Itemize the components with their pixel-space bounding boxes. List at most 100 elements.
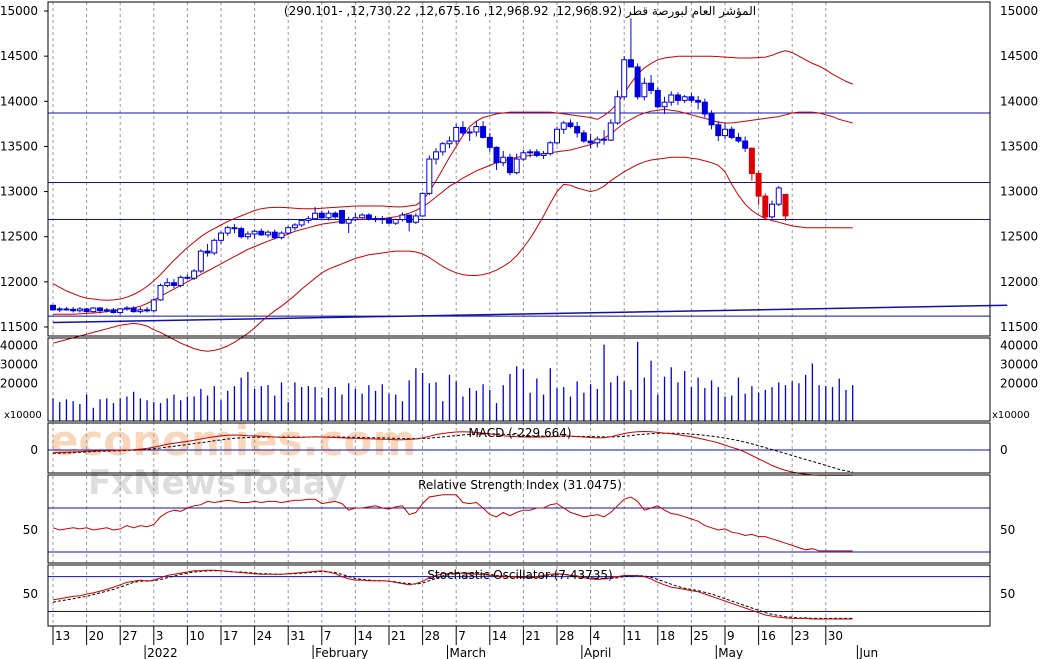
rsi-tick-label-left: 50 (23, 523, 38, 537)
candle-body (580, 132, 587, 142)
candle-body (365, 214, 372, 220)
x-tick-label: 28 (425, 629, 440, 643)
month-label: February (315, 646, 368, 659)
indicator-lines (48, 430, 990, 620)
price-title: المؤشر العام لبورصة قطر (12,968.92, 12,9… (284, 4, 756, 19)
candle-body (634, 66, 641, 98)
panel-frame-macd (47, 422, 991, 474)
candle-body (574, 126, 581, 134)
x-tick-label: 20 (89, 629, 104, 643)
candle-body (701, 101, 708, 115)
candle-body (318, 212, 325, 219)
macd-tick-label-right: 0 (1000, 443, 1008, 457)
candles (50, 18, 789, 315)
candle-body (204, 250, 211, 254)
watermark-line-2: FxNewsToday (88, 463, 347, 503)
candle-body (83, 308, 90, 313)
candle-body (722, 128, 728, 137)
candle-body (211, 239, 218, 254)
candle-body (621, 59, 628, 98)
x-tick-label: 14 (357, 629, 372, 643)
grid-lines (52, 2, 827, 626)
x-tick-label: 13 (55, 629, 70, 643)
horizontal-lines (48, 112, 1008, 324)
candle-body (506, 156, 513, 174)
x-tick-label: 21 (525, 629, 540, 643)
candle-body (258, 230, 265, 236)
volume-tick-label-right: 40000 (1000, 339, 1038, 353)
x-tick-label: 11 (626, 629, 641, 643)
volume-tick-label-left: 40000 (0, 339, 38, 353)
candle-body (533, 151, 540, 156)
candle-body (291, 224, 298, 229)
candle-body (238, 228, 245, 238)
candle-body (164, 282, 171, 286)
candle-body (439, 143, 446, 153)
candle-body (359, 214, 366, 219)
candle-body (231, 227, 238, 230)
price-tick-label-left: 12500 (0, 230, 38, 244)
volume-scale-label-left: x10000 (4, 410, 42, 421)
x-tick-label: 21 (391, 629, 406, 643)
bollinger-middle-band (53, 108, 853, 315)
bollinger-upper-band (52, 50, 853, 301)
candle-body (688, 96, 695, 101)
candle-body (594, 138, 601, 144)
candle-body (137, 309, 144, 313)
candle-body (305, 218, 312, 221)
candle-body (184, 276, 191, 279)
candle-body (453, 126, 460, 142)
candle-body (392, 219, 399, 224)
x-tick-label: 17 (223, 629, 238, 643)
macd-title: MACD (-229.664) (468, 426, 571, 440)
candle-body (681, 96, 688, 101)
candle-body (520, 152, 527, 160)
candle-body (251, 230, 258, 235)
x-tick-label: 4 (593, 629, 601, 643)
candle-body (661, 101, 668, 108)
candle-body (123, 307, 130, 310)
candle-body (70, 308, 77, 312)
candle-body (446, 140, 453, 145)
rsi-title: Relative Strength Index (31.0475) (418, 478, 622, 492)
candle-body (191, 270, 198, 279)
x-tick-label: 27 (122, 629, 137, 643)
candle-body (285, 227, 292, 234)
price-tick-label-left: 15000 (0, 4, 38, 18)
candle-body (627, 59, 634, 68)
price-tick-label-right: 13000 (1000, 185, 1038, 199)
candle-body (426, 158, 433, 194)
bollinger-lower-band (52, 156, 853, 352)
stoch-tick-label-left: 50 (23, 587, 38, 601)
month-label: March (449, 646, 486, 659)
candle-body (587, 140, 594, 144)
candle-body (728, 128, 735, 138)
candle-body (459, 126, 466, 134)
x-tick-label: 18 (660, 629, 675, 643)
candle-body (648, 82, 655, 91)
x-tick-label: 3 (156, 629, 164, 643)
candle-body (708, 113, 715, 126)
candle-body (486, 136, 493, 148)
candle-body (130, 307, 137, 313)
candle-body (56, 308, 63, 311)
candle-body (399, 214, 406, 221)
candle-body (560, 122, 567, 130)
candle-body (90, 307, 97, 313)
x-tick-label: 7 (458, 629, 466, 643)
price-tick-label-right: 12500 (1000, 230, 1038, 244)
stoch-k-line (52, 569, 853, 620)
candle-body (325, 212, 332, 219)
candle-body (695, 99, 702, 103)
candle-body (150, 299, 157, 312)
candle-body (110, 309, 117, 314)
candle-body (567, 122, 574, 128)
candle-body (607, 122, 614, 141)
candle-body (748, 147, 755, 175)
x-tick-label: 14 (492, 629, 507, 643)
candle-body (170, 282, 177, 286)
candle-body (97, 307, 104, 312)
candle-body (540, 153, 547, 156)
